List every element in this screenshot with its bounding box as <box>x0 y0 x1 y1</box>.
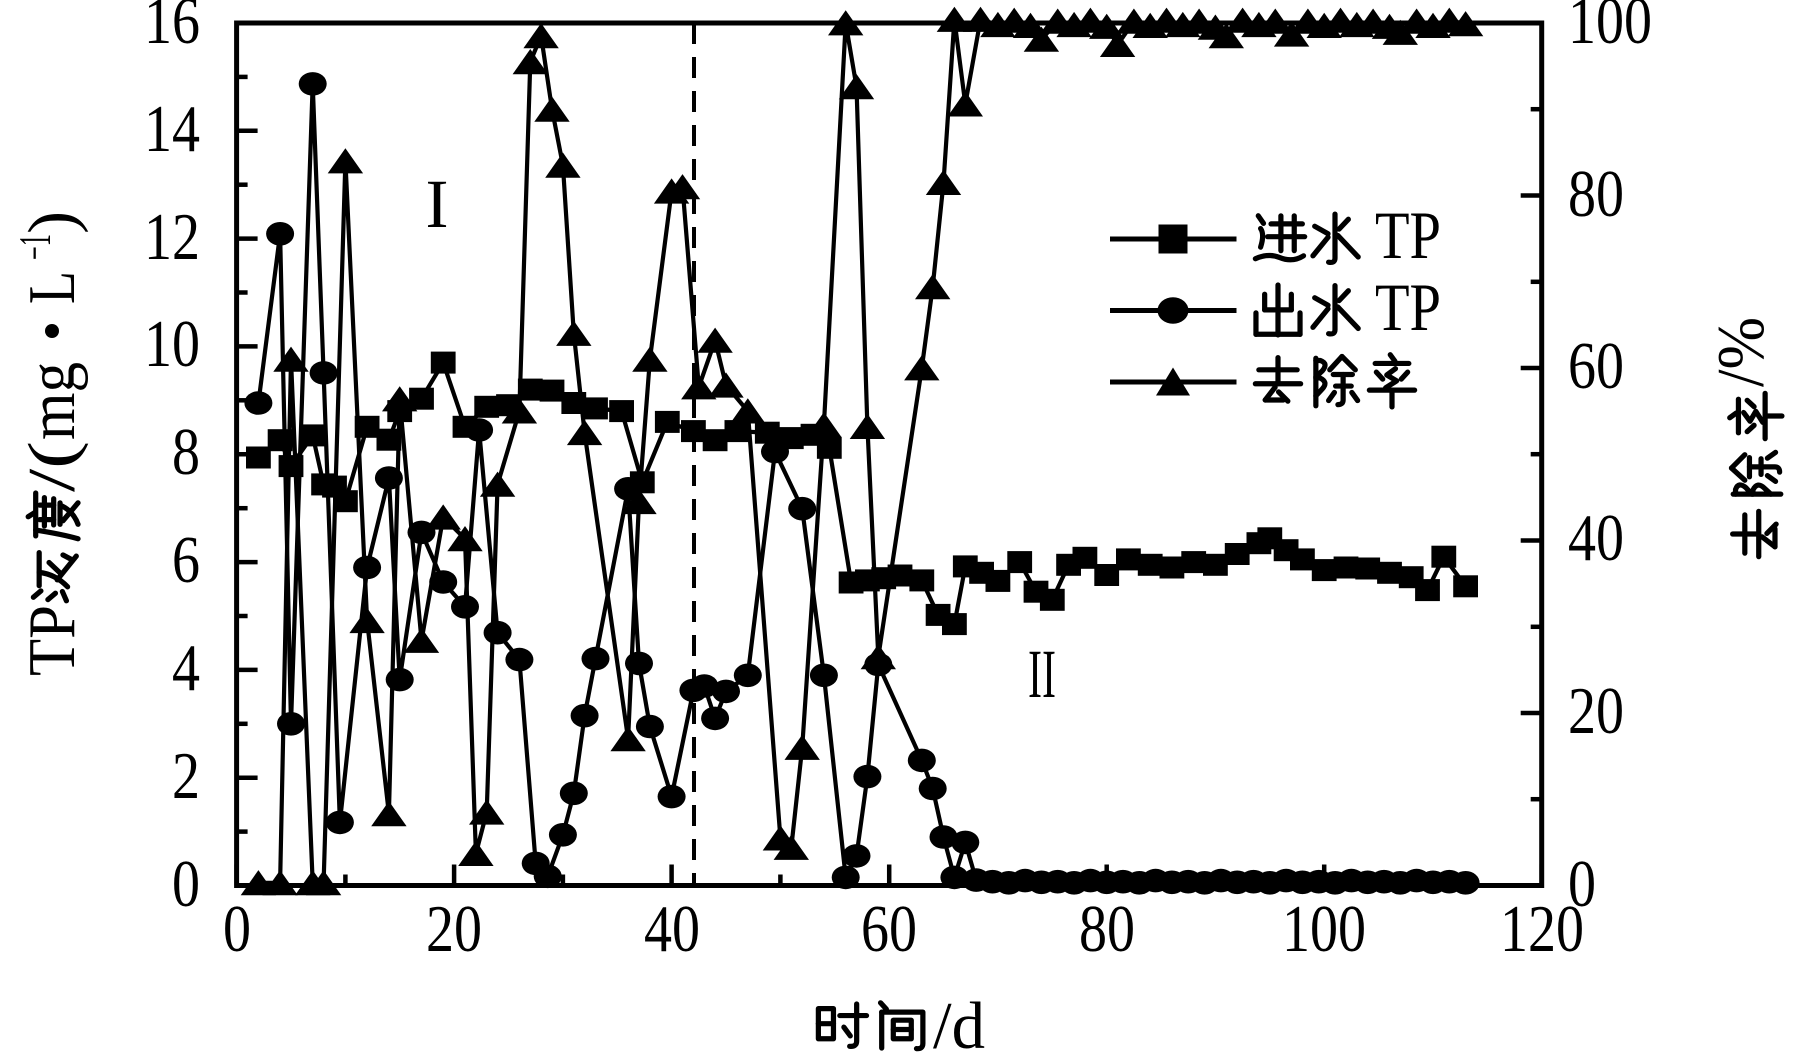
svg-text:120: 120 <box>1500 892 1584 966</box>
svg-text:0: 0 <box>223 892 251 966</box>
svg-text:0: 0 <box>1568 847 1596 921</box>
svg-text:6: 6 <box>172 523 200 597</box>
svg-text:16: 16 <box>144 0 200 58</box>
svg-text:): ) <box>15 211 89 234</box>
svg-text:12: 12 <box>144 200 200 274</box>
svg-text:/%: /% <box>1704 317 1778 387</box>
svg-text:II: II <box>1028 636 1056 712</box>
svg-text:40: 40 <box>644 892 700 966</box>
svg-text:I: I <box>426 166 449 242</box>
svg-text:TP: TP <box>1375 269 1441 345</box>
svg-text:4: 4 <box>172 631 200 705</box>
svg-text:/(: /( <box>15 441 89 492</box>
svg-text:100: 100 <box>1568 0 1652 58</box>
svg-text:20: 20 <box>1568 674 1624 748</box>
svg-text:100: 100 <box>1282 892 1366 966</box>
svg-text:40: 40 <box>1568 501 1624 575</box>
svg-text:TP: TP <box>15 605 89 676</box>
svg-text:10: 10 <box>144 307 200 381</box>
svg-text:L: L <box>15 271 89 304</box>
svg-text:0: 0 <box>172 847 200 921</box>
svg-text:80: 80 <box>1568 157 1624 231</box>
svg-text:20: 20 <box>426 892 482 966</box>
svg-text:/d: /d <box>933 989 985 1056</box>
svg-text:mg: mg <box>15 362 89 440</box>
svg-text:−1: −1 <box>9 234 60 260</box>
svg-text:8: 8 <box>172 415 200 489</box>
svg-text:TP: TP <box>1375 197 1441 273</box>
svg-text:60: 60 <box>1568 329 1624 403</box>
svg-text:60: 60 <box>861 892 917 966</box>
svg-text:80: 80 <box>1079 892 1135 966</box>
svg-text:2: 2 <box>172 739 200 813</box>
svg-text:14: 14 <box>144 92 200 166</box>
